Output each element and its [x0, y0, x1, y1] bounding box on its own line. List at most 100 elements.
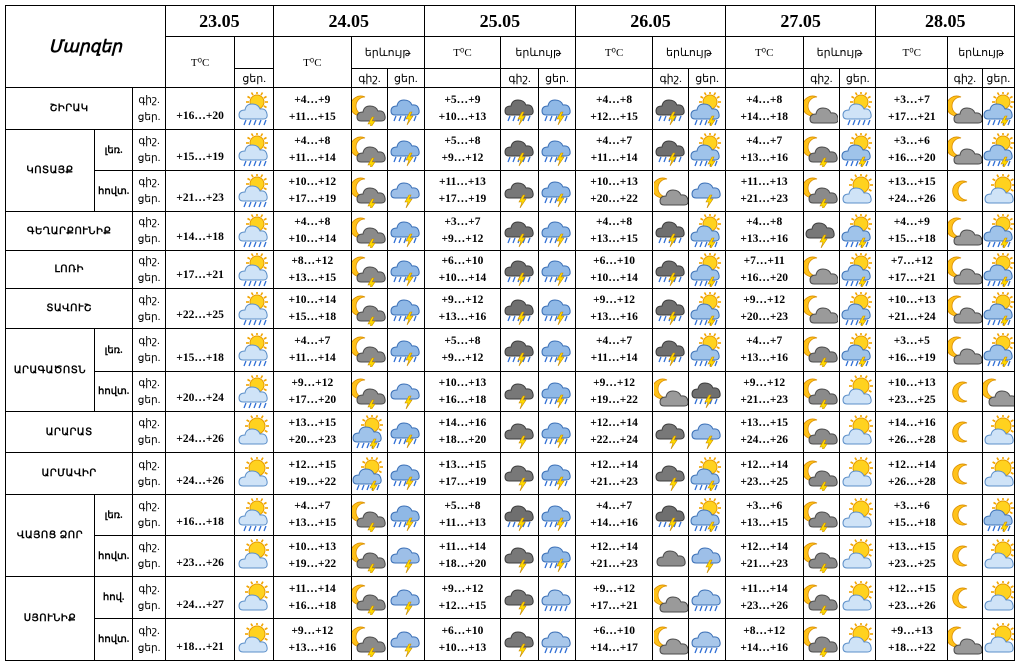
forecast-table-wrapper: Մարզեր 23.05 24.05 25.05 26.05 27.05 28.…	[4, 5, 1016, 661]
region-name: ՇԻՐԱԿ	[4, 87, 134, 130]
temperature-day: +24…+26	[887, 193, 936, 205]
day-subheader: ցեր.	[387, 68, 425, 88]
night-label: գիշ.	[138, 255, 160, 267]
sun-cloud-rain-icon	[234, 328, 274, 372]
night-day-labels: գիշ. ցեր.	[132, 328, 166, 372]
table-row: հովտ. գիշ. ցեր. +18…+21 +9…+12 +13…+16 +6…+10 +…	[6, 618, 1016, 661]
moon-cloud-storm-icon	[802, 170, 840, 212]
moon-cloud-storm-icon	[802, 618, 840, 661]
temperature-day: +15…+18	[887, 233, 936, 245]
temperature-day: +19…+22	[288, 475, 337, 488]
moon-cloud-icon	[947, 250, 983, 289]
table-row: ՍՅՈՒՆԻՔ հով. գիշ. ցեր. +24…+27 +11…+14 +16…+18…	[5, 576, 1016, 661]
temperature-day: +21…+23	[740, 558, 788, 570]
storm-cloud-rain-icon	[651, 211, 690, 251]
temperature-day: +13…+16	[740, 152, 788, 164]
table-row: հովտ. գիշ. ցեր. +21…+23 +10…+12 +17…+19 +11…+1…	[6, 170, 1016, 212]
moon-icon	[947, 411, 983, 453]
temperature-range: +10…+13 +20…+22	[575, 170, 653, 212]
temp-header: T⁰C	[164, 36, 236, 88]
date-header-2: 24.05	[272, 5, 425, 37]
temperature-day: +16…+19	[887, 352, 936, 364]
cloud-rain-storm-icon	[387, 411, 425, 453]
temperature-range: +11…+13 +17…+19	[423, 170, 502, 212]
moon-cloud-storm-icon	[350, 288, 389, 329]
temperature-night: +6…+10	[441, 624, 484, 637]
cloud-storm-icon	[688, 170, 726, 212]
temperature-range: +4…+9 +11…+15	[272, 87, 352, 130]
temperature-night: +9…+12	[441, 582, 484, 595]
night-subheader: գիշ.	[802, 68, 840, 88]
storm-cloud-icon	[500, 170, 539, 212]
day-label: ցեր.	[137, 435, 161, 446]
temperature-night: +8…+12	[291, 254, 334, 267]
temperature-night: +3…+5	[893, 335, 930, 347]
temperature-night: +3…+7	[893, 93, 930, 106]
blank-cell	[724, 68, 804, 88]
cloud-rain-storm-icon	[387, 328, 425, 372]
moon-cloud-storm-icon	[350, 129, 389, 171]
temperature-night: +4…+7	[596, 500, 633, 512]
temperature-range: +4…+9 +15…+18	[875, 211, 949, 251]
sun-cloud-icon	[838, 411, 877, 453]
storm-cloud-icon	[651, 452, 690, 495]
moon-cloud-storm-icon	[350, 535, 389, 577]
temperature-range: +12…+14 +22…+24	[575, 411, 653, 453]
day-label: ցեր.	[137, 353, 161, 364]
temperature-night: +13…+15	[740, 417, 788, 429]
blank-cell	[875, 68, 949, 88]
moon-cloud-icon	[651, 618, 690, 661]
temperature-night: +6…+10	[441, 254, 484, 267]
temperature-day: +23…+25	[740, 475, 788, 488]
temperature-day: +16…+20	[887, 152, 936, 164]
temperature-day: +19…+22	[288, 558, 337, 570]
temperature-range: +3…+6 +13…+15	[724, 494, 804, 536]
day-label: ցեր.	[137, 311, 161, 323]
table-row: ԱՐԱԳԱԾՈՏՆ լեռ. գիշ. ցեր. +15…+18 +4…+7 +11…+14…	[5, 328, 1016, 412]
subregion-label: հովտ.	[93, 170, 134, 212]
temperature-range: +4…+7 +11…+14	[575, 129, 653, 171]
storm-cloud-rain-icon	[500, 250, 539, 289]
temperature-range: +5…+8 +11…+13	[423, 494, 502, 536]
temperature-night: +9…+13	[890, 624, 933, 637]
table-row: հովտ. գիշ. ցեր. +23…+26 +10…+13 +19…+22 +11…+1…	[6, 535, 1016, 577]
temperature-range: +4…+7 +11…+14	[272, 328, 352, 372]
night-day-labels: գիշ. ցեր.	[132, 618, 166, 661]
temperature-range: +9…+12 +19…+22	[575, 371, 653, 412]
temperature-range: +5…+8 +9…+12	[423, 328, 502, 372]
night-label: գիշ.	[138, 377, 160, 389]
temperature-day: +13…+15	[288, 517, 337, 529]
temperature-range: +4…+8 +13…+15	[575, 211, 653, 251]
storm-cloud-rain-icon	[688, 371, 726, 412]
sun-cloud-storm-icon	[981, 288, 1016, 329]
temperature-range: +4…+7 +11…+14	[575, 328, 653, 372]
cloud-icon	[651, 535, 690, 577]
night-subheader: գիշ.	[500, 68, 539, 88]
storm-cloud-icon	[802, 211, 840, 251]
temperature-range: +4…+8 +13…+16	[724, 211, 804, 251]
region-name: ՏԱՎՈՒՇ	[4, 288, 134, 329]
temp-header: T⁰C	[575, 36, 653, 69]
temperature-day: +13…+16	[740, 233, 788, 245]
night-day-labels: գիշ. ցեր.	[132, 452, 166, 495]
temp-header: T⁰C	[272, 36, 352, 88]
storm-cloud-icon	[500, 371, 539, 412]
blank-cell	[575, 68, 653, 88]
night-day-labels: գիշ. ցեր.	[132, 129, 166, 171]
temperature-day: +17…+19	[438, 193, 487, 205]
temperature-day: +13…+15	[740, 517, 788, 529]
temperature-range: +13…+15 +20…+23	[272, 411, 352, 453]
temperature-day: +9…+12	[441, 233, 484, 245]
moon-cloud-storm-icon	[350, 328, 389, 372]
sun-cloud-rain-icon	[234, 87, 274, 130]
subregion-label: հովտ.	[93, 618, 134, 661]
sun-cloud-storm-icon	[981, 211, 1016, 251]
sun-cloud-icon	[838, 452, 877, 495]
temperature-day: +11…+14	[288, 352, 336, 364]
night-day-labels: գիշ. ցեր.	[132, 371, 166, 412]
temperature-day: +17…+21	[164, 250, 236, 289]
day-subheader: ցեր.	[537, 68, 577, 88]
moon-cloud-storm-icon	[802, 576, 840, 619]
cloud-rain-storm-icon	[537, 494, 577, 536]
night-label: գիշ.	[138, 501, 160, 512]
